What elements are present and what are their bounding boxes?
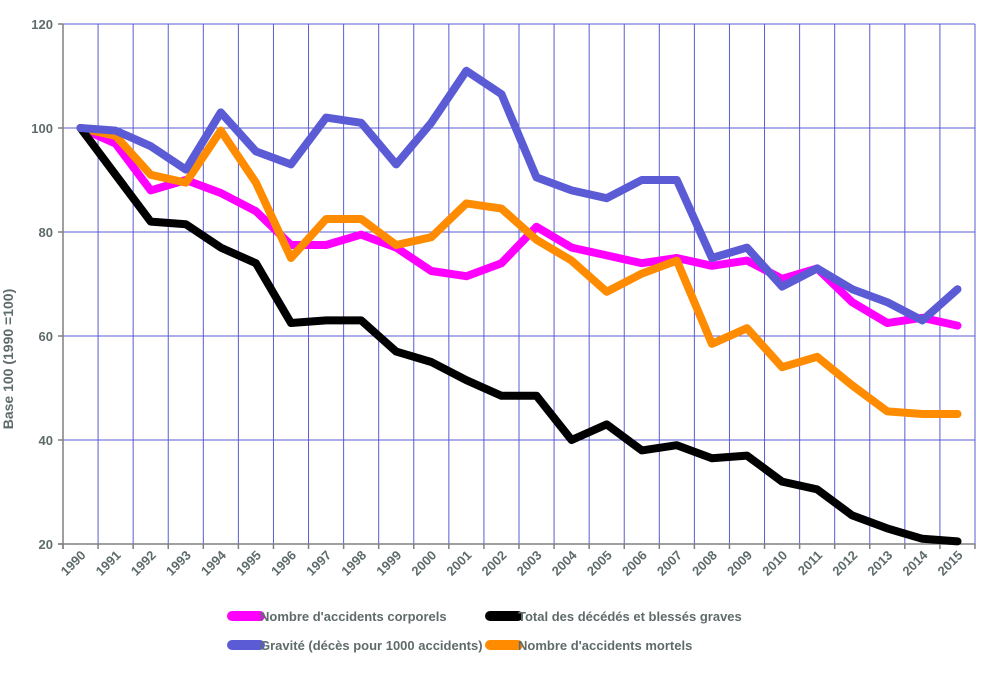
x-tick-label: 2006: [619, 548, 650, 579]
series-line-3: [76, 66, 962, 325]
grid: [62, 23, 976, 545]
x-tick-label: 2007: [654, 548, 685, 579]
x-tick-label: 1997: [303, 548, 334, 579]
x-tick-label: 2010: [759, 548, 790, 579]
x-tick-label: 1993: [163, 548, 194, 579]
x-tick-label: 1991: [93, 548, 124, 579]
x-tick-label: 1995: [233, 548, 264, 579]
series-line-2: [76, 124, 962, 546]
x-tick-label: 2000: [408, 548, 439, 579]
x-tick-label: 2009: [724, 548, 755, 579]
y-tick-label: 40: [39, 433, 53, 448]
legend: Nombre d'accidents corporels Total des dé…: [227, 609, 742, 653]
x-tick-label: 2002: [479, 548, 510, 579]
x-tick-labels: 1990 1991 1992 1993 1994 1995 1996 1997 1998 1999…: [58, 547, 966, 579]
y-tick-labels: 20 40 60 80 100 120: [31, 17, 53, 552]
y-axis-label: Base 100 (1990 =100): [0, 289, 16, 430]
legend-label-1: Nombre d'accidents corporels: [260, 609, 447, 624]
legend-label-3: Gravité (décès pour 1000 accidents): [260, 638, 483, 653]
x-tick-label: 2008: [689, 548, 720, 579]
x-tick-label: 1994: [198, 547, 230, 579]
x-tick-label: 2014: [899, 547, 931, 579]
legend-label-4: Nombre d'accidents mortels: [518, 638, 692, 653]
x-tick-label: 2012: [829, 548, 860, 579]
y-tick-label: 20: [39, 537, 53, 552]
y-tick-label: 120: [31, 17, 53, 32]
legend-label-2: Total des décédés et blessés graves: [518, 609, 742, 624]
x-tick-label: 2003: [514, 548, 545, 579]
x-tick-label: 1999: [373, 548, 404, 579]
x-tick-label: 2001: [443, 548, 474, 579]
x-tick-label: 1998: [338, 548, 369, 579]
y-tick-label: 60: [39, 329, 53, 344]
x-tick-label: 2005: [584, 548, 615, 579]
x-tick-label: 2011: [795, 548, 826, 579]
x-tick-label: 2004: [549, 547, 581, 579]
x-tick-label: 2013: [864, 548, 895, 579]
x-tick-label: 2015: [935, 548, 966, 579]
y-tick-label: 80: [39, 225, 53, 240]
series-line-4: [76, 124, 962, 418]
x-tick-label: 1992: [128, 548, 159, 579]
x-tick-label: 1996: [268, 548, 299, 579]
axes: [58, 23, 976, 549]
series-group: [76, 66, 962, 546]
x-tick-label: 1990: [58, 548, 89, 579]
y-tick-label: 100: [31, 121, 53, 136]
